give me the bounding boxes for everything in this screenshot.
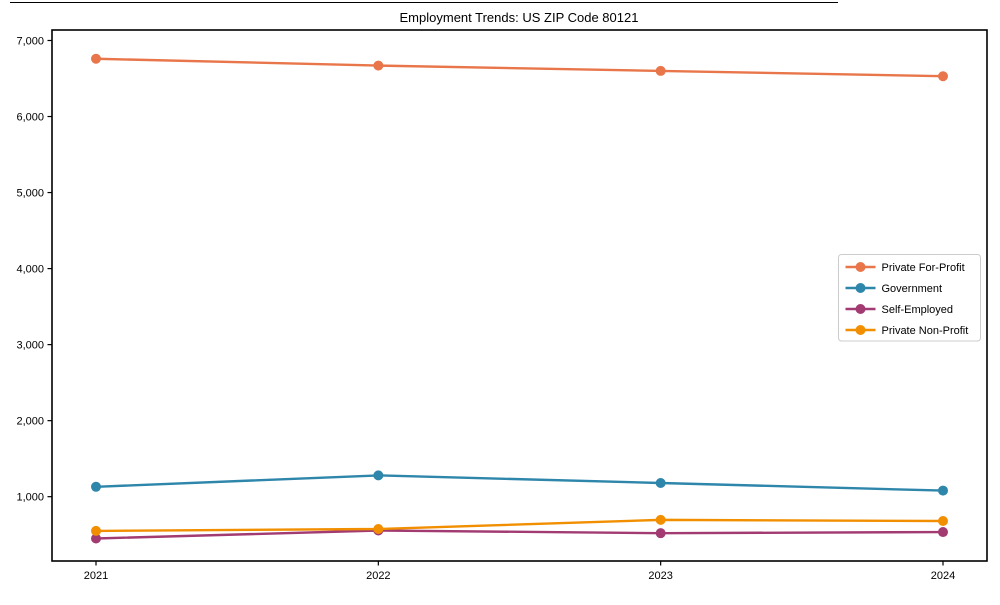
y-tick-label: 3,000: [16, 339, 44, 351]
x-axis: 2021 2022 2023 2024: [84, 561, 955, 582]
x-tick-label: 2022: [366, 570, 390, 582]
legend-label: Government: [882, 283, 943, 295]
x-tick-label: 2021: [84, 570, 108, 582]
legend-item: Government: [845, 283, 943, 295]
legend: Private For-Profit Government Self-Employe…: [838, 254, 981, 342]
legend-marker: [855, 283, 866, 293]
series-line-private-non-profit: [95, 518, 944, 533]
data-point: [938, 516, 948, 527]
y-tick-label: 2,000: [16, 415, 44, 427]
data-point: [91, 53, 101, 64]
data-point: [938, 485, 948, 496]
series-group: [91, 53, 948, 544]
data-point: [655, 528, 666, 539]
legend-label: Self-Employed: [882, 304, 954, 316]
legend-item: Private For-Profit: [845, 262, 965, 274]
chart-title: Employment Trends: US ZIP Code 80121: [400, 10, 639, 25]
y-tick-label: 5,000: [16, 187, 44, 199]
series-line-government: [95, 474, 944, 492]
y-tick-label: 6,000: [16, 111, 44, 123]
legend-box: [838, 254, 981, 342]
data-point: [938, 71, 948, 82]
legend-item: Private Non-Profit: [845, 325, 969, 337]
plot-border: [51, 29, 988, 562]
legend-label: Private Non-Profit: [882, 325, 969, 337]
y-tick-label: 1,000: [16, 491, 44, 503]
data-point: [655, 514, 666, 525]
legend-marker: [855, 304, 866, 314]
data-point: [373, 60, 384, 71]
x-tick-label: 2023: [648, 570, 672, 582]
series-line-private-for-profit: [95, 57, 944, 78]
legend-marker: [855, 325, 866, 335]
x-tick-label: 2024: [931, 570, 955, 582]
legend-item: Self-Employed: [845, 304, 954, 316]
y-tick-label: 4,000: [16, 263, 44, 275]
legend-label: Private For-Profit: [882, 262, 965, 274]
data-point: [655, 65, 666, 76]
data-point: [655, 477, 666, 488]
y-tick-label: 7,000: [16, 35, 44, 47]
y-axis: 1,000 2,000 3,000 4,000 5,000 6,000 7,000: [16, 35, 52, 503]
series-line-self-employed: [95, 529, 944, 540]
data-point: [91, 525, 101, 536]
data-point: [373, 523, 384, 534]
data-point: [91, 481, 101, 492]
legend-marker: [855, 262, 866, 272]
data-point: [91, 533, 101, 544]
data-point: [938, 527, 948, 538]
data-point: [373, 470, 384, 481]
